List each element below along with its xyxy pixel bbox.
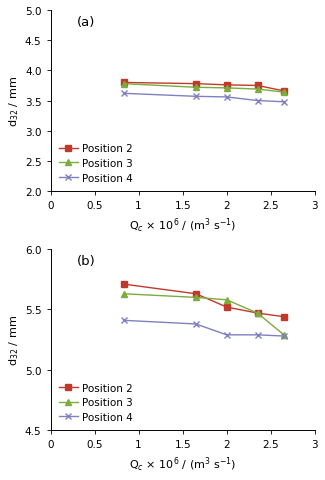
Position 2 [194,291,198,297]
Position 3 [194,295,198,300]
X-axis label: Q$_c$ × 10$^6$ / (m$^3$ s$^{-1}$): Q$_c$ × 10$^6$ / (m$^3$ s$^{-1}$) [129,216,236,234]
Position 4 [225,332,228,338]
Position 4 [282,334,286,339]
Position 2 [194,82,198,87]
Position 4 [122,91,125,97]
Line: Position 4: Position 4 [120,91,287,106]
Position 4 [194,94,198,100]
Position 2 [282,89,286,95]
Position 3 [194,85,198,91]
Position 4 [282,100,286,106]
Text: (a): (a) [77,16,95,29]
Position 4 [225,95,228,101]
Position 3 [122,82,125,87]
Position 4 [255,332,259,338]
X-axis label: Q$_c$ × 10$^6$ / (m$^3$ s$^{-1}$): Q$_c$ × 10$^6$ / (m$^3$ s$^{-1}$) [129,455,236,473]
Position 2 [122,80,125,86]
Line: Position 3: Position 3 [121,82,287,96]
Y-axis label: d$_{32}$ / mm: d$_{32}$ / mm [7,314,21,365]
Line: Position 3: Position 3 [121,291,287,338]
Position 4 [194,322,198,327]
Position 2 [282,314,286,320]
Position 4 [255,98,259,104]
Line: Position 4: Position 4 [120,317,287,340]
Position 3 [255,311,259,316]
Line: Position 2: Position 2 [121,282,287,320]
Position 3 [282,332,286,338]
Position 3 [122,291,125,297]
Position 2 [255,84,259,89]
Y-axis label: d$_{32}$ / mm: d$_{32}$ / mm [7,76,21,127]
Position 3 [225,86,228,92]
Legend: Position 2, Position 3, Position 4: Position 2, Position 3, Position 4 [56,141,136,187]
Position 2 [225,83,228,88]
Legend: Position 2, Position 3, Position 4: Position 2, Position 3, Position 4 [56,380,136,425]
Line: Position 2: Position 2 [121,81,287,95]
Text: (b): (b) [77,255,96,268]
Position 3 [255,87,259,93]
Position 4 [122,318,125,324]
Position 3 [282,90,286,96]
Position 2 [122,282,125,288]
Position 2 [255,311,259,316]
Position 3 [225,297,228,303]
Position 2 [225,304,228,310]
